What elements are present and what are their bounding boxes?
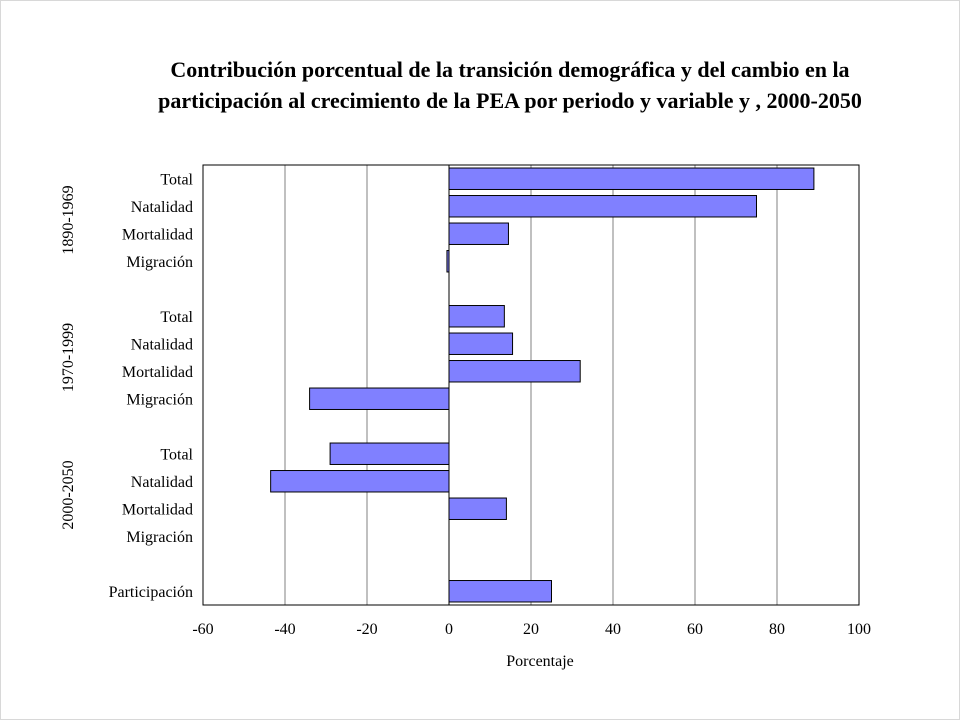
- category-label: Migración: [126, 529, 193, 546]
- bar: [448, 332, 514, 355]
- chart-title-line-2: participación al crecimiento de la PEA p…: [158, 88, 862, 113]
- bar: [448, 305, 505, 328]
- bar: [270, 470, 450, 493]
- group-label: 1890-1969: [60, 185, 77, 254]
- bar: [448, 497, 507, 520]
- bar: [448, 195, 757, 218]
- chart-title-line-1: Contribución porcentual de la transición…: [170, 57, 850, 82]
- category-label: Mortalidad: [122, 364, 193, 381]
- bar: [309, 387, 450, 410]
- bars: [270, 167, 815, 603]
- x-tick-label: 80: [769, 621, 785, 638]
- category-label: Mortalidad: [122, 501, 193, 518]
- x-tick-label: 0: [445, 621, 453, 638]
- bar: [329, 442, 450, 465]
- category-label: Participación: [109, 584, 193, 601]
- x-tick-label: 60: [687, 621, 703, 638]
- group-label: 2000-2050: [60, 460, 77, 529]
- x-tick-label: -40: [274, 621, 295, 638]
- bar: [448, 360, 581, 383]
- x-tick-label: 100: [847, 621, 871, 638]
- category-label: Natalidad: [131, 199, 193, 216]
- x-tick-label: 20: [523, 621, 539, 638]
- category-label: Migración: [126, 254, 193, 271]
- category-label: Migración: [126, 391, 193, 408]
- category-label: Total: [160, 309, 193, 326]
- gridlines: [284, 165, 778, 605]
- bar: [448, 222, 509, 245]
- x-axis-label: Porcentaje: [506, 653, 574, 670]
- group-labels: 1890-1969 1970-1999 2000-2050: [60, 185, 77, 529]
- x-tick-label: -60: [192, 621, 213, 638]
- bar: [448, 580, 552, 603]
- category-labels: Total Natalidad Mortalidad Migración Total Na…: [109, 171, 194, 601]
- group-label: 1970-1999: [60, 323, 77, 392]
- category-label: Total: [160, 446, 193, 463]
- category-label: Natalidad: [131, 474, 193, 491]
- x-tick-label: -20: [356, 621, 377, 638]
- plot-area: [202, 164, 860, 606]
- x-tick-labels: -60 -40 -20 0 20 40 60 80 100: [192, 621, 871, 638]
- chart-title: Contribución porcentual de la transición…: [60, 54, 960, 116]
- category-label: Mortalidad: [122, 226, 193, 243]
- x-tick-label: 40: [605, 621, 621, 638]
- bar: [448, 167, 815, 190]
- category-label: Natalidad: [131, 336, 193, 353]
- category-label: Total: [160, 171, 193, 188]
